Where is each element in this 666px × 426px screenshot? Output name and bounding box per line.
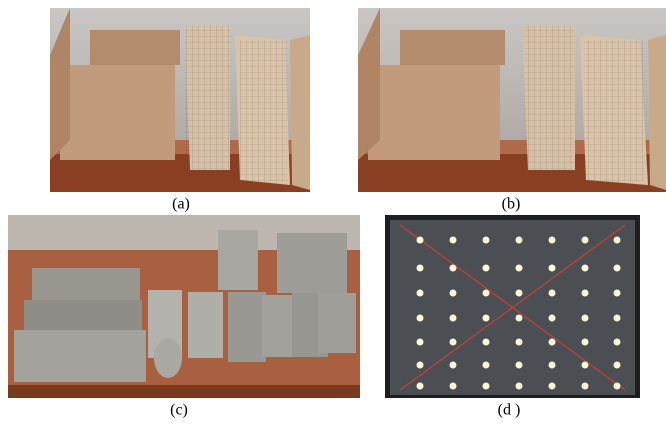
light-dot <box>614 290 621 297</box>
light-dot <box>450 383 457 390</box>
light-dot <box>549 339 556 346</box>
light-dot <box>614 265 621 272</box>
light-dot <box>417 265 424 272</box>
light-dot <box>417 362 424 369</box>
light-dot <box>516 290 523 297</box>
photo-b <box>358 8 666 192</box>
light-dot <box>582 362 589 369</box>
light-dot <box>549 383 556 390</box>
light-dot <box>483 339 490 346</box>
light-dot <box>483 315 490 322</box>
light-dot <box>582 290 589 297</box>
caption: (c) <box>170 402 188 419</box>
light-dot <box>614 362 621 369</box>
light-dot <box>549 315 556 322</box>
light-dot <box>549 237 556 244</box>
photo-c <box>8 215 360 398</box>
light-dot <box>614 383 621 390</box>
light-dot <box>450 237 457 244</box>
light-dot <box>450 339 457 346</box>
light-dot <box>483 290 490 297</box>
light-dot <box>549 290 556 297</box>
caption: (b) <box>502 196 521 213</box>
light-dot <box>516 265 523 272</box>
light-dot <box>516 383 523 390</box>
light-dot <box>582 237 589 244</box>
light-dot <box>582 339 589 346</box>
light-dot <box>450 290 457 297</box>
light-dot <box>582 265 589 272</box>
light-dot <box>483 362 490 369</box>
light-dot <box>614 339 621 346</box>
light-dot <box>450 265 457 272</box>
caption: (d ) <box>498 402 521 419</box>
photo-d <box>385 215 640 398</box>
light-dot <box>516 237 523 244</box>
light-dot <box>450 362 457 369</box>
light-dot <box>483 237 490 244</box>
photo-a <box>50 8 310 192</box>
light-dot <box>516 315 523 322</box>
caption: (a) <box>172 196 190 213</box>
figure: (a) (b) (c) (d <box>0 0 666 426</box>
light-dot <box>516 362 523 369</box>
light-dot <box>582 315 589 322</box>
light-dot <box>417 339 424 346</box>
light-dot <box>614 315 621 322</box>
light-dot <box>549 362 556 369</box>
light-dot <box>516 339 523 346</box>
light-dot <box>483 383 490 390</box>
light-dot <box>549 265 556 272</box>
light-dot <box>417 315 424 322</box>
light-dot <box>450 315 457 322</box>
light-dot <box>614 237 621 244</box>
light-dot <box>582 383 589 390</box>
light-dot <box>417 290 424 297</box>
light-dot <box>417 237 424 244</box>
light-dot <box>483 265 490 272</box>
light-dot <box>417 383 424 390</box>
